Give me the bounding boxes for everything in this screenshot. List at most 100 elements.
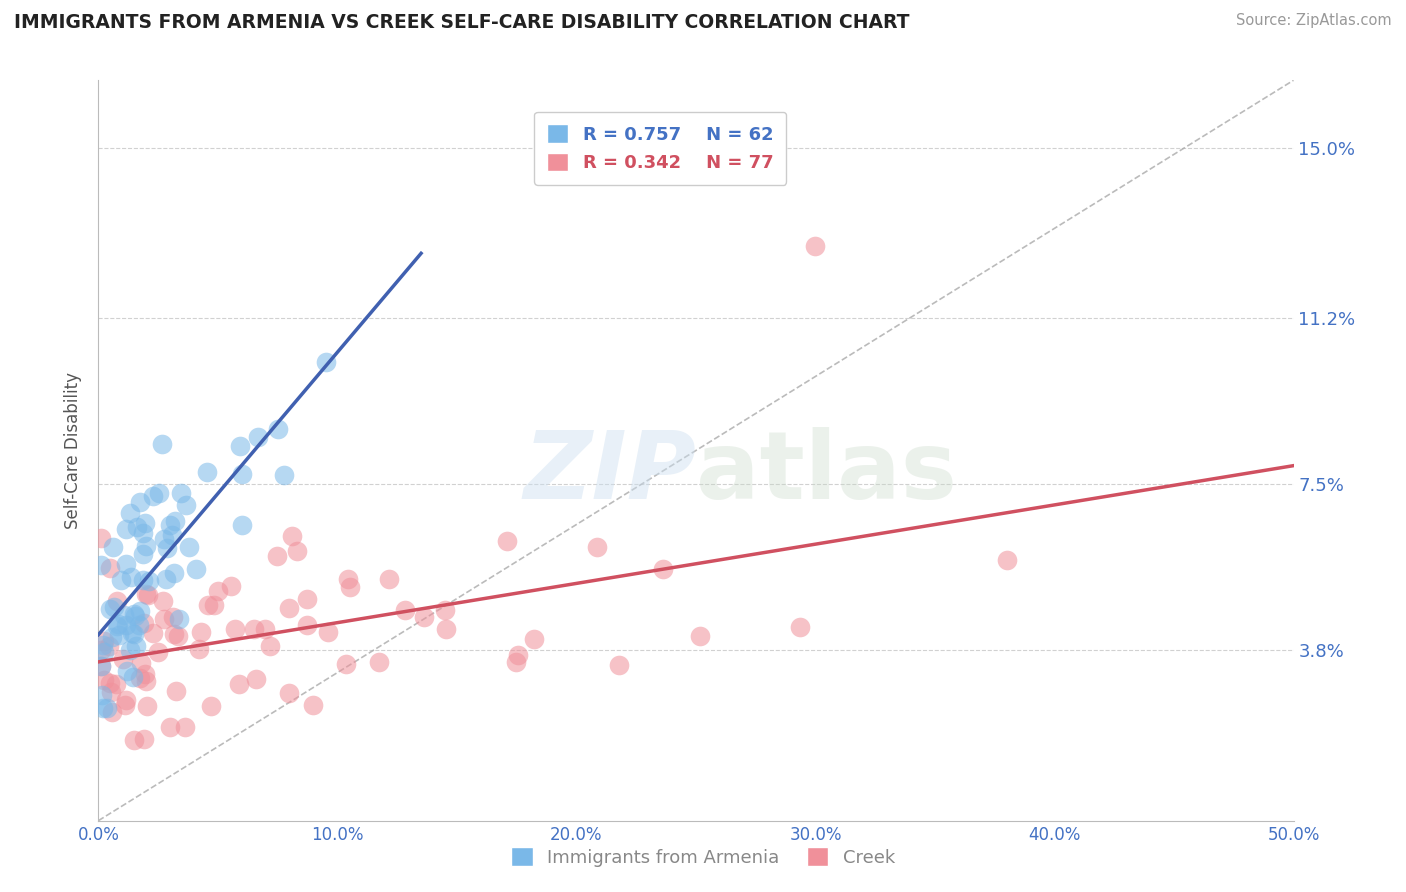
Y-axis label: Self-Care Disability: Self-Care Disability [65, 372, 83, 529]
Point [91, 639, 114, 653]
Point [115, 557, 138, 571]
Point [159, 517, 181, 532]
Point [100, 685, 122, 699]
Point [295, 592, 318, 607]
Point [200, 699, 222, 714]
Point [105, 593, 128, 607]
Point [266, 422, 288, 436]
Point [115, 692, 138, 706]
Point [523, 632, 546, 647]
Point [162, 610, 184, 624]
Point [115, 618, 138, 632]
Point [295, 617, 318, 632]
Point [128, 495, 150, 509]
Legend: R = 0.757    N = 62, R = 0.342    N = 77: R = 0.757 N = 62, R = 0.342 N = 77 [534, 112, 786, 185]
Point [506, 648, 529, 662]
Point [394, 602, 416, 616]
Point [148, 486, 170, 500]
Point [122, 732, 145, 747]
Point [273, 467, 295, 482]
Point [378, 572, 401, 586]
Point [167, 612, 190, 626]
Point [98, 601, 121, 615]
Point [229, 439, 252, 453]
Point [231, 467, 253, 481]
Point [789, 620, 811, 634]
Point [159, 720, 181, 734]
Point [120, 506, 142, 520]
Point [337, 573, 360, 587]
Point [121, 625, 143, 640]
Point [412, 609, 434, 624]
Point [135, 673, 157, 688]
Point [101, 541, 124, 555]
Point [188, 642, 211, 657]
Point [110, 574, 132, 588]
Point [131, 574, 153, 588]
Point [124, 627, 146, 641]
Point [165, 514, 187, 528]
Point [315, 354, 337, 368]
Point [253, 622, 276, 636]
Point [90, 658, 112, 673]
Legend: Immigrants from Armenia, Creek: Immigrants from Armenia, Creek [503, 840, 903, 874]
Point [285, 544, 308, 558]
Point [434, 622, 457, 636]
Point [134, 666, 156, 681]
Point [132, 732, 155, 747]
Point [93, 634, 115, 648]
Text: IMMIGRANTS FROM ARMENIA VS CREEK SELF-CARE DISABILITY CORRELATION CHART: IMMIGRANTS FROM ARMENIA VS CREEK SELF-CA… [14, 13, 910, 32]
Point [207, 583, 229, 598]
Point [90, 558, 112, 573]
Point [505, 655, 527, 669]
Point [134, 516, 156, 530]
Point [174, 720, 197, 734]
Point [146, 644, 169, 658]
Point [609, 658, 631, 673]
Point [128, 671, 150, 685]
Point [177, 540, 200, 554]
Point [266, 549, 288, 564]
Point [131, 656, 153, 670]
Point [114, 607, 136, 622]
Point [107, 627, 129, 641]
Point [97, 640, 120, 654]
Point [127, 520, 149, 534]
Point [153, 532, 176, 546]
Point [170, 485, 193, 500]
Point [101, 631, 124, 645]
Point [804, 239, 827, 253]
Point [142, 489, 165, 503]
Point [167, 629, 190, 643]
Point [120, 570, 142, 584]
Point [128, 617, 150, 632]
Point [125, 639, 148, 653]
Point [995, 553, 1018, 567]
Point [652, 562, 675, 576]
Point [281, 529, 304, 543]
Point [202, 598, 225, 612]
Point [135, 539, 157, 553]
Point [221, 579, 243, 593]
Point [174, 498, 197, 512]
Point [138, 574, 160, 588]
Point [112, 652, 135, 666]
Point [135, 587, 157, 601]
Point [98, 676, 121, 690]
Point [98, 561, 121, 575]
Point [195, 465, 218, 479]
Point [152, 594, 174, 608]
Point [339, 580, 361, 594]
Point [91, 688, 114, 702]
Point [115, 664, 138, 678]
Text: atlas: atlas [696, 426, 957, 518]
Point [162, 528, 184, 542]
Point [90, 659, 112, 673]
Point [93, 673, 115, 687]
Point [585, 540, 607, 554]
Point [190, 625, 212, 640]
Point [166, 683, 188, 698]
Point [129, 604, 152, 618]
Point [124, 609, 146, 624]
Point [301, 698, 323, 712]
